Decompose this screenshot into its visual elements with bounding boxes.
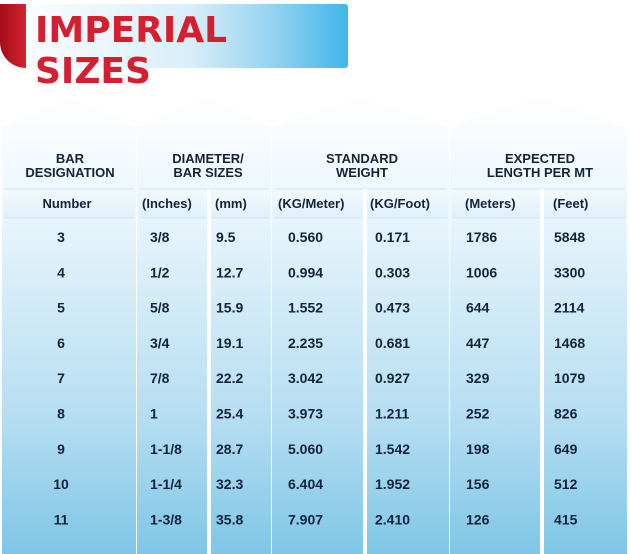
table-cell: 8 — [57, 406, 65, 422]
table-cell: 1-1/4 — [150, 476, 182, 492]
table-cell: 1.542 — [375, 441, 410, 457]
subheader-band — [274, 189, 448, 218]
column-group-header: DESIGNATION — [25, 165, 114, 180]
table-cell: 0.560 — [288, 229, 323, 245]
table-cell: 3/4 — [150, 335, 170, 351]
column-group-header: BAR SIZES — [173, 165, 243, 180]
column-group-header: BAR — [56, 151, 85, 166]
subheader-band — [139, 189, 270, 218]
table-cell: 156 — [466, 476, 490, 492]
table-cell: 5/8 — [150, 300, 170, 316]
column-group-header: DIAMETER/ — [172, 151, 244, 166]
table-cell: 9 — [57, 441, 65, 457]
table-cell: 1079 — [554, 370, 585, 386]
table-cell: 10 — [53, 476, 69, 492]
table-cell: 0.171 — [375, 229, 410, 245]
table-cell: 126 — [466, 511, 490, 527]
table-cell: 1.952 — [375, 476, 410, 492]
column-group-header: STANDARD — [326, 151, 398, 166]
table-cell: 2.235 — [288, 335, 323, 351]
table-cell: 512 — [554, 476, 578, 492]
table-cell: 447 — [466, 335, 490, 351]
table-cell: 0.681 — [375, 335, 410, 351]
table-cell: 3 — [57, 229, 65, 245]
subheader-label: (Meters) — [465, 196, 516, 211]
table-cell: 1468 — [554, 335, 585, 351]
column-divider — [540, 189, 544, 554]
table-cell: 0.303 — [375, 264, 410, 280]
table-cell: 1 — [150, 406, 158, 422]
table-cell: 1.552 — [288, 300, 323, 316]
table-cell: 3/8 — [150, 229, 170, 245]
table-cell: 6.404 — [288, 476, 323, 492]
table-cell: 649 — [554, 441, 578, 457]
table-cell: 3.973 — [288, 406, 323, 422]
table-cell: 28.7 — [216, 441, 243, 457]
column-group-header: WEIGHT — [336, 165, 388, 180]
table-cell: 4 — [57, 264, 65, 280]
table-cell: 1-3/8 — [150, 511, 182, 527]
page-title: IMPERIAL SIZES — [35, 10, 228, 92]
table-cell: 25.4 — [216, 406, 243, 422]
subheader-label: (KG/Foot) — [370, 196, 430, 211]
table-cell: 7 — [57, 370, 65, 386]
panel-divider — [627, 128, 630, 554]
table-cell: 5848 — [554, 229, 585, 245]
column-group-header: LENGTH PER MT — [487, 165, 593, 180]
table-cell: 9.5 — [216, 229, 236, 245]
table-cell: 2.410 — [375, 511, 410, 527]
table-cell: 1-1/8 — [150, 441, 182, 457]
table-cell: 3300 — [554, 264, 585, 280]
table-cell: 7/8 — [150, 370, 170, 386]
table-cell: 32.3 — [216, 476, 243, 492]
subheader-label: (Feet) — [553, 196, 588, 211]
table-cell: 1786 — [466, 229, 497, 245]
table-cell: 5 — [57, 300, 65, 316]
subheader-label: (KG/Meter) — [278, 196, 344, 211]
table-cell: 826 — [554, 406, 578, 422]
banner-red-tab — [0, 4, 26, 68]
table-cell: 12.7 — [216, 264, 243, 280]
table-cell: 0.994 — [288, 264, 323, 280]
subheader-band — [452, 189, 626, 218]
table-cell: 11 — [54, 511, 69, 527]
subheader-band — [4, 189, 135, 218]
table-cell: 3.042 — [288, 370, 323, 386]
column-group-header: EXPECTED — [505, 151, 575, 166]
table-cell: 415 — [554, 511, 578, 527]
table-cell: 6 — [57, 335, 65, 351]
subheader-label: Number — [42, 196, 91, 211]
subheader-label: (mm) — [215, 196, 247, 211]
table-cell: 329 — [466, 370, 490, 386]
table-cell: 0.927 — [375, 370, 410, 386]
table-cell: 19.1 — [216, 335, 243, 351]
table-cell: 15.9 — [216, 300, 243, 316]
column-divider — [207, 189, 211, 554]
table-cell: 0.473 — [375, 300, 410, 316]
table-cell: 198 — [466, 441, 490, 457]
table-cell: 252 — [466, 406, 490, 422]
table-cell: 7.907 — [288, 511, 323, 527]
table-cell: 5.060 — [288, 441, 323, 457]
column-divider — [363, 189, 367, 554]
title-banner: IMPERIAL SIZES — [0, 4, 348, 92]
table-cell: 1006 — [466, 264, 497, 280]
table-cell: 22.2 — [216, 370, 243, 386]
table-cell: 2114 — [554, 300, 585, 316]
table-cell: 1/2 — [150, 264, 170, 280]
table-cell: 644 — [466, 300, 490, 316]
subheader-label: (Inches) — [142, 196, 192, 211]
table-cell: 1.211 — [375, 406, 409, 422]
table-cell: 35.8 — [216, 511, 243, 527]
